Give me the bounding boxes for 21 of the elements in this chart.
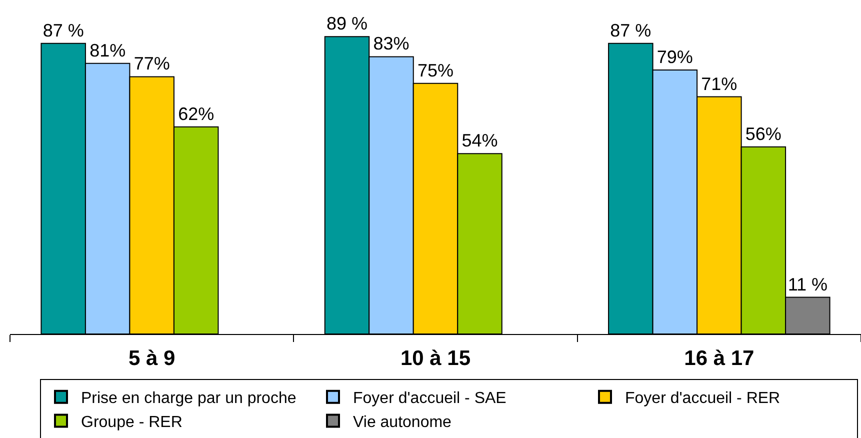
data-label: 79% xyxy=(656,47,693,68)
data-label: 62% xyxy=(178,104,214,124)
legend-label: Vie autonome xyxy=(353,414,452,431)
data-label: 54% xyxy=(462,130,498,151)
legend-label: Prise en charge par un proche xyxy=(81,390,296,408)
x-tick-label: 5 à 9 xyxy=(128,347,176,370)
data-label: 71% xyxy=(701,74,738,94)
data-label: 77% xyxy=(134,54,170,74)
data-label: 11 % xyxy=(788,274,828,294)
data-label: 75% xyxy=(417,60,454,80)
data-label: 87 % xyxy=(42,20,84,40)
legend-label: Foyer d'accueil - SAE xyxy=(353,390,506,408)
data-label: 56% xyxy=(745,124,782,144)
x-tick-label: 10 à 15 xyxy=(400,347,471,370)
data-label: 87 % xyxy=(610,20,652,40)
legend-label: Groupe - RER xyxy=(81,414,182,431)
data-label: 81% xyxy=(90,40,126,60)
x-tick-label: 16 à 17 xyxy=(684,347,754,370)
data-label: 83% xyxy=(373,34,410,54)
data-label: 89 % xyxy=(326,14,368,34)
legend-label: Foyer d'accueil - RER xyxy=(625,390,780,408)
